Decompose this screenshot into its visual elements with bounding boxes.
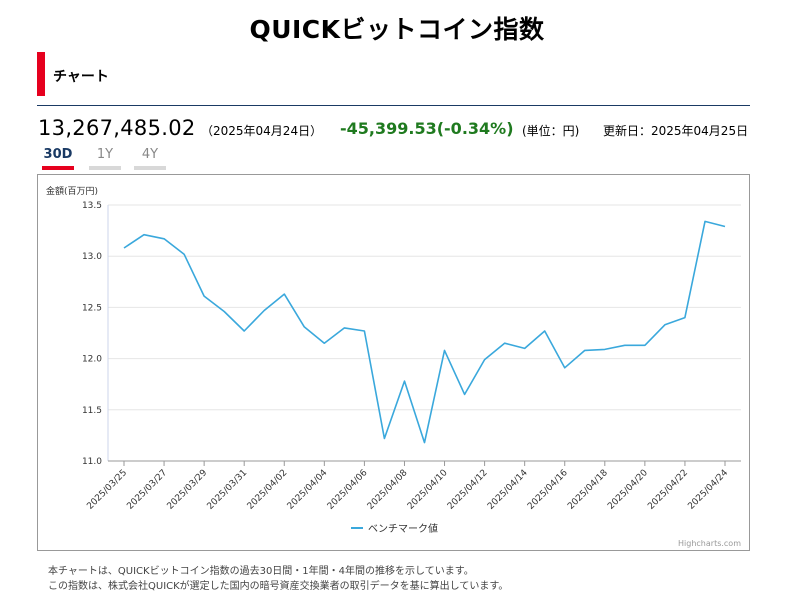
y-tick-label: 11.0	[82, 457, 102, 467]
x-tick-label: 2025/04/18	[566, 468, 610, 512]
highcharts-credit: Highcharts.com	[678, 539, 741, 548]
x-tick-label: 2025/04/06	[326, 468, 370, 512]
x-tick-label: 2025/04/16	[526, 468, 570, 512]
x-tick-label: 2025/03/29	[166, 468, 210, 512]
x-tick-label: 2025/04/04	[286, 468, 330, 512]
unit-label: (単位：円)	[522, 124, 580, 138]
x-tick-label: 2025/04/24	[686, 468, 730, 512]
x-tick-label: 2025/04/10	[406, 468, 450, 512]
tab-1y[interactable]: 1Y	[89, 147, 121, 170]
x-tick-label: 2025/04/20	[606, 468, 650, 512]
x-tick-label: 2025/04/14	[486, 468, 530, 512]
x-tick-label: 2025/03/25	[85, 468, 129, 512]
y-tick-label: 13.5	[82, 201, 102, 211]
tab-4y[interactable]: 4Y	[134, 147, 166, 170]
line-chart: 11.0 11.5 12.0 12.5 13.0 13.5 金額(百万円) 2025/03/2…	[46, 185, 741, 548]
section-accent-bar	[37, 52, 45, 96]
y-tick-label: 12.0	[82, 355, 102, 365]
x-tick-label: 2025/04/02	[246, 468, 290, 512]
note-line-2: この指数は、株式会社QUICKが選定した国内の暗号資産交換業者の取引データを基に…	[48, 581, 509, 592]
chart-container: 11.0 11.5 12.0 12.5 13.0 13.5 金額(百万円) 2025/03/2…	[37, 174, 750, 551]
y-tick-label: 12.5	[82, 303, 102, 313]
index-stats: 13,267,485.02 （2025年04月24日） -45,399.53(-…	[38, 116, 750, 144]
tab-30d[interactable]: 30D	[42, 147, 74, 170]
y-tick-label: 13.0	[82, 252, 102, 262]
index-change: -45,399.53(-0.34%)	[340, 119, 514, 138]
x-tick-label: 2025/04/12	[446, 468, 490, 512]
x-tick-label: 2025/03/31	[206, 468, 250, 512]
y-axis-title: 金額(百万円)	[46, 185, 98, 197]
chart-section-header: チャート	[37, 52, 750, 106]
section-label: チャート	[53, 69, 109, 85]
note-line-1: 本チャートは、QUICKビットコイン指数の過去30日間・1年間・4年間の推移を示…	[48, 566, 474, 577]
index-value: 13,267,485.02	[38, 116, 196, 140]
x-tick-label: 2025/04/22	[646, 468, 690, 512]
y-tick-label: 11.5	[82, 406, 102, 416]
page-title: QUICKビットコイン指数	[249, 15, 545, 44]
legend-label: ベンチマーク値	[368, 522, 438, 535]
updated-date: 更新日：2025年04月25日	[603, 124, 749, 138]
index-date: （2025年04月24日）	[201, 124, 323, 138]
x-tick-label: 2025/04/08	[366, 468, 410, 512]
series-line-benchmark	[123, 220, 726, 444]
x-tick-label: 2025/03/27	[125, 468, 169, 512]
